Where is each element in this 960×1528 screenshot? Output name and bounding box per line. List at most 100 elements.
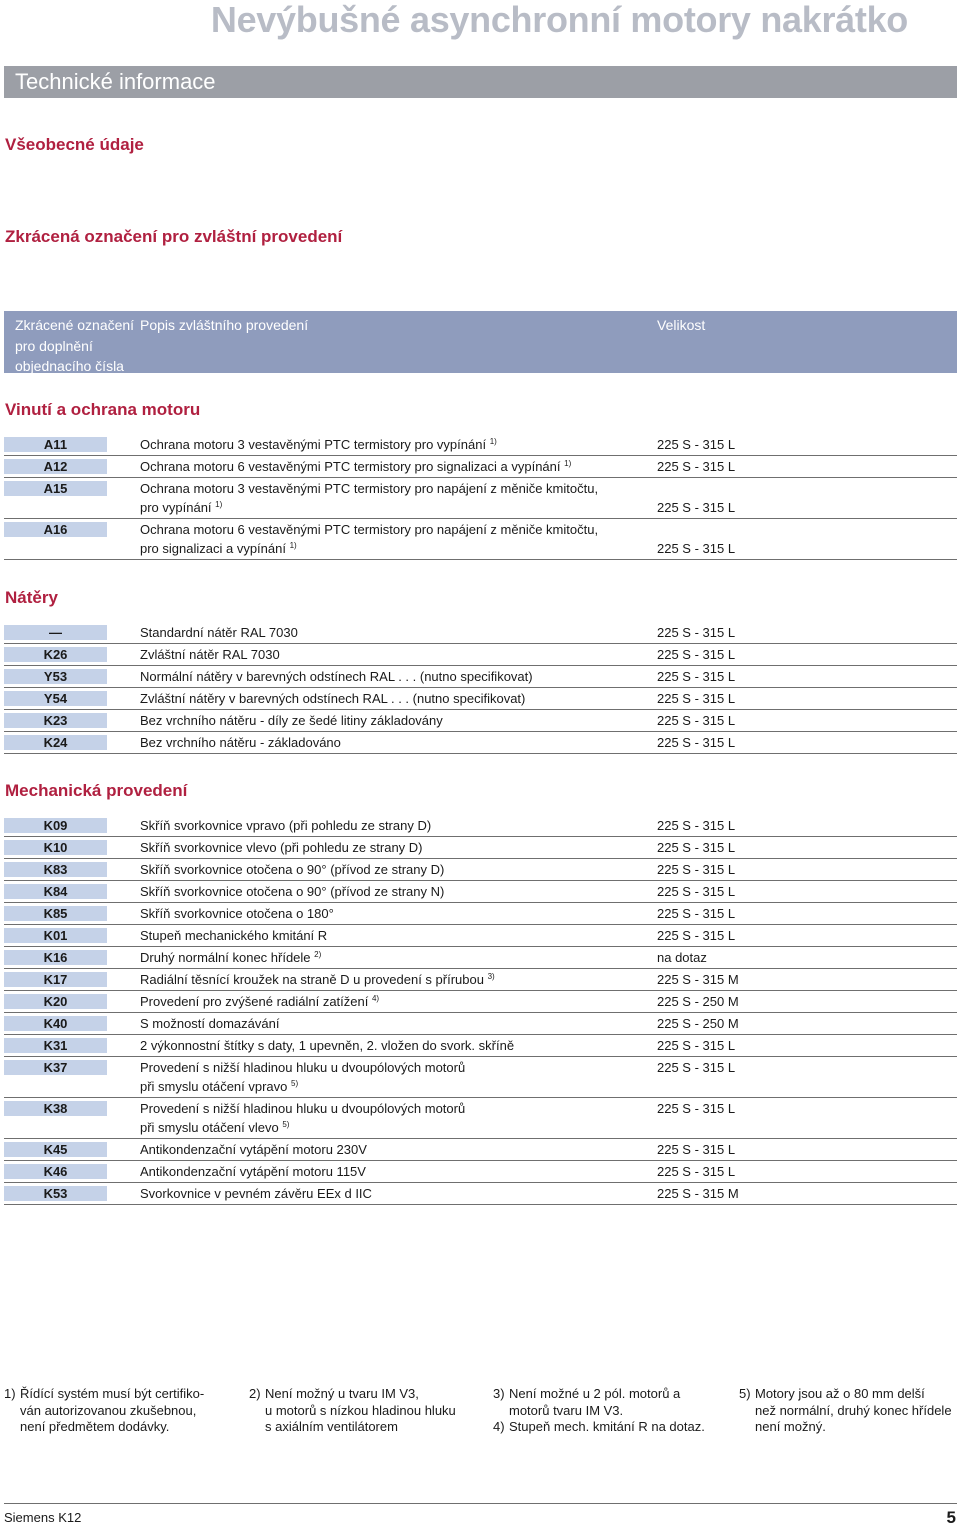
- footnote-text: Není možné u 2 pól. motorů a motorů tvaru…: [509, 1386, 680, 1419]
- footer-publication: Siemens K12: [4, 1510, 82, 1525]
- frame-size: 225 S - 315 L: [657, 541, 736, 556]
- description-text: Ochrana motoru 3 vestavěnými PTC termist…: [140, 437, 487, 452]
- description-line: Stupeň mechanického kmitání R: [140, 926, 650, 945]
- frame-size: 225 S - 315 L: [657, 691, 736, 706]
- description-text: Standardní nátěr RAL 7030: [140, 625, 298, 640]
- frame-size: 225 S - 315 L: [657, 647, 736, 662]
- description: Normální nátěry v barevných odstínech RA…: [140, 667, 650, 686]
- description: Skříň svorkovnice vpravo (při pohledu ze…: [140, 816, 650, 835]
- table-row: K09 Skříň svorkovnice vpravo (při pohledu…: [4, 815, 957, 837]
- table-header: Zkrácené označení pro doplnění objednací…: [4, 311, 957, 374]
- description-line: Skříň svorkovnice otočena o 180°: [140, 904, 650, 923]
- description-text: Antikondenzační vytápění motoru 230V: [140, 1142, 367, 1157]
- frame-size: 225 S - 315 L: [657, 1164, 736, 1179]
- description: Druhý normální konec hřídele 2): [140, 948, 650, 967]
- footer-divider: [4, 1503, 957, 1504]
- description-line: Druhý normální konec hřídele 2): [140, 948, 650, 967]
- designation-code: K16: [4, 950, 107, 965]
- description-text: Zvláštní nátěry v barevných odstínech RA…: [140, 691, 526, 706]
- frame-size: 225 S - 315 M: [657, 972, 739, 987]
- footnote-line: než normální, druhý konec hřídele: [755, 1402, 952, 1418]
- section-bar: Technické informace: [4, 66, 957, 98]
- table-row: K38 Provedení s nižší hladinou hluku u dv…: [4, 1098, 957, 1139]
- table-row: A12 Ochrana motoru 6 vestavěnými PTC term…: [4, 456, 957, 478]
- header-size: Velikost: [657, 317, 706, 333]
- frame-size: 225 S - 250 M: [657, 1016, 739, 1031]
- footnote-line: Řídící systém musí být certifiko-: [20, 1386, 205, 1401]
- footnote-line: Stupeň mech. kmitání R na dotaz.: [509, 1419, 705, 1434]
- table-row: K31 2 výkonnostní štítky s daty, 1 upevně…: [4, 1035, 957, 1057]
- header-code-line: Zkrácené označení: [15, 317, 135, 333]
- frame-size: 225 S - 315 L: [657, 840, 736, 855]
- section-table: K09 Skříň svorkovnice vpravo (při pohledu…: [4, 815, 957, 1205]
- footnote-line: s axiálním ventilátorem: [265, 1419, 398, 1434]
- table-row: K37 Provedení s nižší hladinou hluku u dv…: [4, 1057, 957, 1098]
- frame-size: 225 S - 315 L: [657, 928, 736, 943]
- description-line: Skříň svorkovnice vpravo (při pohledu ze…: [140, 816, 650, 835]
- description-text: Ochrana motoru 6 vestavěnými PTC termist…: [140, 522, 599, 537]
- description-line: pro signalizaci a vypínání 1): [140, 539, 650, 558]
- designation-code: —: [4, 625, 107, 640]
- table-row: A11 Ochrana motoru 3 vestavěnými PTC term…: [4, 434, 957, 456]
- footnote-ref: 5): [291, 1079, 299, 1088]
- frame-size: na dotaz: [657, 950, 707, 965]
- designation-code: K53: [4, 1186, 107, 1201]
- table-row: K26 Zvláštní nátěr RAL 7030 225 S - 315 L: [4, 644, 957, 666]
- footnote-line: motorů tvaru IM V3.: [509, 1402, 624, 1418]
- designation-code: K46: [4, 1164, 107, 1179]
- frame-size: 225 S - 315 L: [657, 818, 736, 833]
- header-code-line: pro doplnění: [15, 337, 93, 354]
- description: Provedení s nižší hladinou hluku u dvoup…: [140, 1099, 650, 1137]
- footnote-line: u motorů s nízkou hladinou hluku: [265, 1402, 456, 1418]
- table-row: K24 Bez vrchního nátěru - základováno 225 …: [4, 732, 957, 754]
- description: Standardní nátěr RAL 7030: [140, 623, 650, 642]
- description-line: Svorkovnice v pevném závěru EEx d IIC: [140, 1184, 650, 1203]
- footnote-ref: 4): [371, 994, 380, 1003]
- description-text: při smyslu otáčení vlevo: [140, 1120, 279, 1135]
- description-text: Skříň svorkovnice otočena o 90° (přívod …: [140, 884, 445, 899]
- designation-code: A15: [4, 481, 107, 496]
- description: Skříň svorkovnice otočena o 180°: [140, 904, 650, 923]
- frame-size: 225 S - 315 L: [657, 735, 736, 750]
- footnote-ref: 2): [314, 950, 322, 959]
- table-row: K16 Druhý normální konec hřídele 2) na dot…: [4, 947, 957, 969]
- table-row: K20 Provedení pro zvýšené radiální zatíže…: [4, 991, 957, 1013]
- description-line: Antikondenzační vytápění motoru 230V: [140, 1140, 650, 1159]
- footnote-number: 3): [493, 1386, 505, 1401]
- footnote-ref: 3): [487, 972, 495, 981]
- description-line: pro vypínání 1): [140, 498, 650, 517]
- table-row: — Standardní nátěr RAL 7030 225 S - 315 L: [4, 622, 957, 644]
- designation-code: K26: [4, 647, 107, 662]
- description-line: Bez vrchního nátěru - základováno: [140, 733, 650, 752]
- description: Svorkovnice v pevném závěru EEx d IIC: [140, 1184, 650, 1203]
- table-row: Y53 Normální nátěry v barevných odstínech…: [4, 666, 957, 688]
- section-table: A11 Ochrana motoru 3 vestavěnými PTC term…: [4, 434, 957, 560]
- description-line: Skříň svorkovnice otočena o 90° (přívod …: [140, 882, 650, 901]
- description-text: Provedení s nižší hladinou hluku u dvoup…: [140, 1101, 466, 1116]
- description-text: Skříň svorkovnice otočena o 90° (přívod …: [140, 862, 445, 877]
- description-text: Bez vrchního nátěru - díly ze šedé litin…: [140, 713, 443, 728]
- description: Zvláštní nátěry v barevných odstínech RA…: [140, 689, 650, 708]
- designation-code: K38: [4, 1101, 107, 1116]
- frame-size: 225 S - 315 L: [657, 1142, 736, 1157]
- description: Skříň svorkovnice otočena o 90° (přívod …: [140, 860, 650, 879]
- description-line: Zvláštní nátěry v barevných odstínech RA…: [140, 689, 650, 708]
- header-code-line: objednacího čísla: [15, 358, 124, 374]
- designation-code: K84: [4, 884, 107, 899]
- description-text: Svorkovnice v pevném závěru EEx d IIC: [140, 1186, 372, 1201]
- designation-code: A16: [4, 522, 107, 537]
- description-line: Provedení pro zvýšené radiální zatížení …: [140, 992, 650, 1011]
- description-line: při smyslu otáčení vlevo 5): [140, 1118, 650, 1137]
- description-line: Zvláštní nátěr RAL 7030: [140, 645, 650, 664]
- description-text: Bez vrchního nátěru - základováno: [140, 735, 341, 750]
- section-title: Nátěry: [5, 588, 58, 607]
- description: Ochrana motoru 6 vestavěnými PTC termist…: [140, 457, 650, 476]
- frame-size: 225 S - 315 L: [657, 669, 736, 684]
- footnote-line: Motory jsou až o 80 mm delší: [755, 1386, 925, 1401]
- frame-size: 225 S - 315 L: [657, 459, 736, 474]
- table-row: K84 Skříň svorkovnice otočena o 90° (přív…: [4, 881, 957, 903]
- frame-size: 225 S - 315 L: [657, 862, 736, 877]
- frame-size: 225 S - 315 L: [657, 437, 736, 452]
- description-line: při smyslu otáčení vpravo 5): [140, 1077, 650, 1096]
